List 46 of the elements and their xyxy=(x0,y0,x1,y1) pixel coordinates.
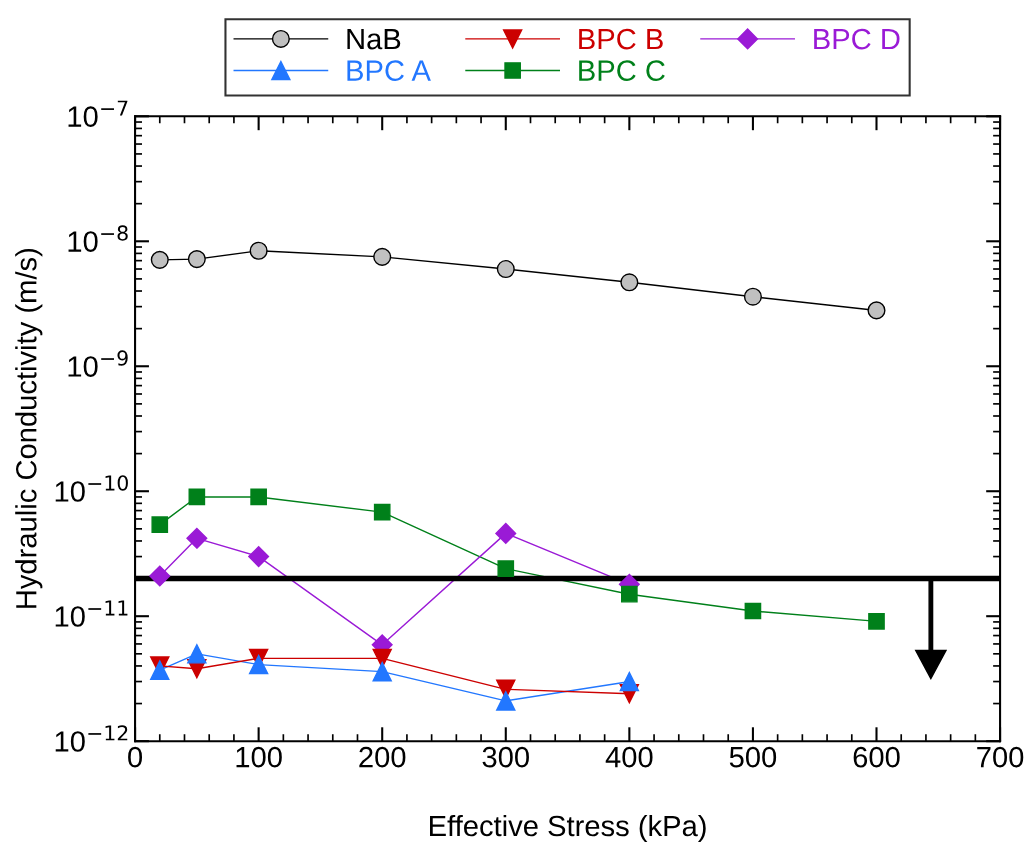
y-tick-label: 10$^{−9}$ xyxy=(68,350,128,377)
legend-label: NaB xyxy=(347,29,401,50)
y-tick-label: 10$^{−11}$ xyxy=(55,600,128,627)
point xyxy=(248,546,270,568)
y-tick-label: 10$^{−8}$ xyxy=(68,225,128,252)
point xyxy=(497,560,515,578)
legend-label: BPC B xyxy=(579,28,663,50)
point xyxy=(495,522,517,544)
point xyxy=(187,644,207,664)
point xyxy=(187,250,206,269)
point xyxy=(149,565,171,587)
x-axis-title: Effective Stress (kPa) xyxy=(430,814,706,843)
y-axis-title: Hydraulic Conductivity (m/s) xyxy=(15,249,43,608)
legend-label: BPC C xyxy=(579,60,665,81)
point xyxy=(249,241,268,260)
point xyxy=(868,612,885,630)
point xyxy=(496,259,515,279)
point xyxy=(372,661,392,682)
legend-label: BPC A xyxy=(347,60,431,81)
y-tick-label: 10$^{−10}$ xyxy=(55,475,128,502)
point xyxy=(186,527,208,549)
x-tick-label: 500 xyxy=(729,746,777,768)
x-tick-label: 100 xyxy=(236,746,282,768)
y-tick-label: 10$^{−7}$ xyxy=(68,100,128,127)
point xyxy=(373,247,392,266)
point xyxy=(621,585,638,603)
point xyxy=(250,488,267,506)
point xyxy=(248,654,269,675)
x-tick-label: 600 xyxy=(853,746,900,768)
point xyxy=(188,488,206,506)
point xyxy=(150,250,169,269)
legend-label: BPC D xyxy=(814,28,900,50)
point xyxy=(151,516,169,534)
x-tick-label: 700 xyxy=(977,746,1024,768)
point xyxy=(743,287,762,306)
x-tick-label: 300 xyxy=(482,746,529,768)
x-tick-label: 400 xyxy=(605,746,653,768)
x-tick-label: 200 xyxy=(359,746,406,768)
point xyxy=(496,691,516,711)
y-tick-label: 10$^{−12}$ xyxy=(55,725,128,752)
x-tick-label: 0 xyxy=(128,746,143,768)
point xyxy=(867,301,886,320)
point xyxy=(744,602,762,620)
point xyxy=(620,273,639,292)
point xyxy=(373,503,391,521)
point xyxy=(619,671,640,692)
